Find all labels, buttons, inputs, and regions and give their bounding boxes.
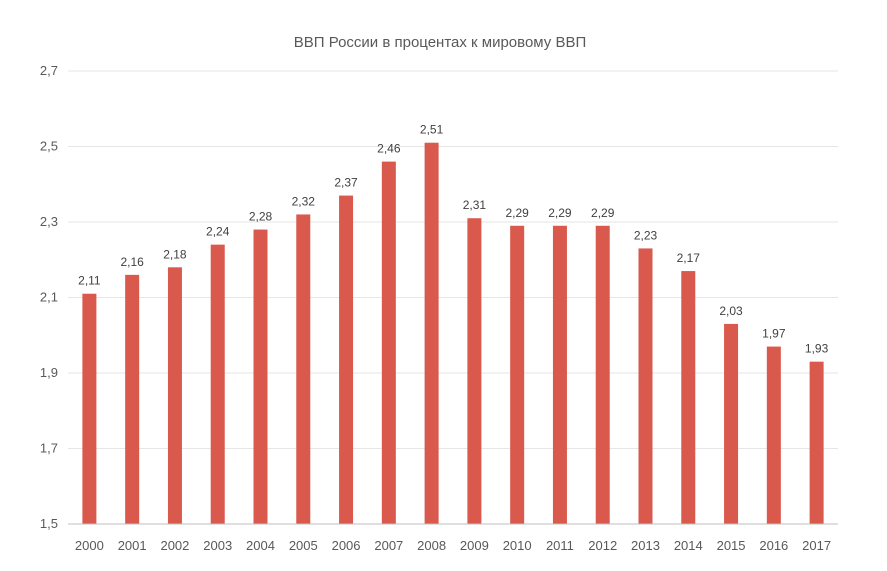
chart-title: ВВП России в процентах к мировому ВВП bbox=[294, 34, 586, 51]
x-tick-label-2011: 2011 bbox=[546, 538, 574, 553]
y-tick-label: 1,5 bbox=[40, 516, 58, 531]
y-tick-label: 2,5 bbox=[40, 139, 58, 154]
bar-2004 bbox=[253, 229, 268, 525]
x-tick-label-2010: 2010 bbox=[503, 538, 532, 553]
x-tick-label-2009: 2009 bbox=[460, 538, 489, 553]
bar-2000 bbox=[82, 293, 97, 524]
bar-2002 bbox=[167, 267, 182, 524]
data-label-2004: 2,28 bbox=[249, 210, 273, 224]
y-tick-label: 2,7 bbox=[40, 63, 58, 78]
y-tick-label: 2,3 bbox=[40, 214, 58, 229]
x-tick-label-2014: 2014 bbox=[674, 538, 703, 553]
data-label-2015: 2,03 bbox=[719, 304, 743, 318]
bar-2010 bbox=[510, 225, 525, 524]
data-label-2002: 2,18 bbox=[163, 247, 187, 261]
bar-2011 bbox=[552, 225, 567, 524]
data-label-2016: 1,97 bbox=[762, 327, 786, 341]
data-label-2011: 2,29 bbox=[548, 206, 572, 220]
x-tick-label-2002: 2002 bbox=[160, 538, 189, 553]
bar-2003 bbox=[210, 244, 225, 524]
x-tick-label-2012: 2012 bbox=[588, 538, 617, 553]
x-tick-label-2013: 2013 bbox=[631, 538, 660, 553]
data-label-2000: 2,11 bbox=[78, 274, 101, 288]
data-label-2006: 2,37 bbox=[334, 176, 358, 190]
data-label-2010: 2,29 bbox=[505, 206, 529, 220]
bar-2012 bbox=[595, 225, 610, 524]
data-label-2003: 2,24 bbox=[206, 225, 230, 239]
bar-2007 bbox=[381, 161, 396, 524]
y-axis-ticks: 1,5 1,7 1,9 2,1 2,3 2,5 2,7 bbox=[40, 63, 58, 531]
x-tick-label-2007: 2007 bbox=[374, 538, 403, 553]
x-tick-label-2017: 2017 bbox=[802, 538, 831, 553]
x-tick-label-2001: 2001 bbox=[118, 538, 147, 553]
bar-2016 bbox=[766, 346, 781, 524]
bar-2008 bbox=[424, 142, 439, 524]
y-tick-label: 1,7 bbox=[40, 441, 58, 456]
y-tick-label: 1,9 bbox=[40, 365, 58, 380]
data-label-2012: 2,29 bbox=[591, 206, 615, 220]
x-tick-label-2006: 2006 bbox=[332, 538, 361, 553]
data-label-2001: 2,16 bbox=[120, 255, 144, 269]
data-labels: 2,11 2,16 2,18 2,24 2,28 2,32 2,37 2,46 2,51 2,31… bbox=[78, 123, 828, 356]
y-tick-label: 2,1 bbox=[40, 290, 58, 305]
x-tick-label-2005: 2005 bbox=[289, 538, 318, 553]
data-label-2013: 2,23 bbox=[634, 228, 658, 242]
bar-2001 bbox=[125, 274, 140, 524]
bar-2017 bbox=[809, 361, 824, 524]
bar-2015 bbox=[724, 323, 739, 524]
grid-lines bbox=[68, 70, 838, 449]
data-label-2008: 2,51 bbox=[420, 123, 444, 137]
x-axis-ticks: 2000 2001 2002 2003 2004 2005 2006 2007 2008 2009… bbox=[75, 538, 831, 553]
data-label-2009: 2,31 bbox=[463, 198, 487, 212]
data-label-2014: 2,17 bbox=[677, 251, 701, 265]
x-tick-label-2003: 2003 bbox=[203, 538, 232, 553]
data-label-2017: 1,93 bbox=[805, 342, 829, 356]
bars bbox=[82, 142, 824, 525]
data-label-2007: 2,46 bbox=[377, 142, 401, 156]
bar-2009 bbox=[467, 218, 482, 524]
x-tick-label-2015: 2015 bbox=[717, 538, 746, 553]
x-tick-label-2008: 2008 bbox=[417, 538, 446, 553]
x-tick-label-2000: 2000 bbox=[75, 538, 104, 553]
bar-2013 bbox=[638, 248, 653, 525]
bar-2005 bbox=[296, 214, 311, 524]
x-tick-label-2004: 2004 bbox=[246, 538, 275, 553]
data-label-2005: 2,32 bbox=[292, 194, 316, 208]
bar-2014 bbox=[681, 271, 696, 524]
bar-2006 bbox=[339, 195, 354, 524]
x-tick-label-2016: 2016 bbox=[759, 538, 788, 553]
